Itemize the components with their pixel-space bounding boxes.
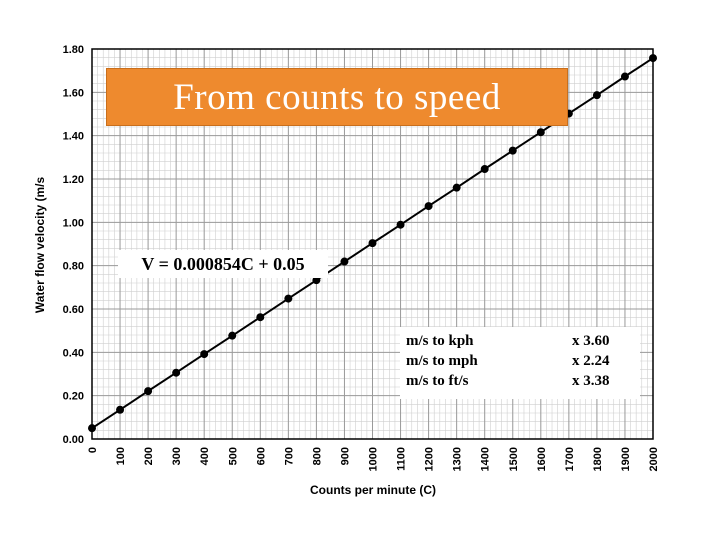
plot-frame <box>91 48 654 440</box>
equation-box: V = 0.000854C + 0.05 <box>118 250 328 278</box>
x-tick-label: 2000 <box>648 447 660 471</box>
data-point <box>172 368 181 377</box>
x-tick-label: 1600 <box>536 447 548 471</box>
data-point <box>620 72 629 81</box>
x-tick-label: 600 <box>255 447 267 465</box>
x-tick-labels: 0 100 200 300 400 500 600 700 800 900 1000 1100 1200… <box>87 447 660 471</box>
data-point <box>340 257 349 266</box>
data-point <box>116 405 125 414</box>
data-point <box>312 276 321 285</box>
equation-text: V = 0.000854C + 0.05 <box>141 253 305 274</box>
data-point <box>508 146 517 155</box>
x-tick-label: 800 <box>311 447 323 465</box>
data-point <box>88 424 96 433</box>
slide-title: From counts to speed <box>173 76 501 118</box>
y-tick-labels: 0.00 0.20 0.40 0.60 0.80 1.00 1.20 1.40 1.60 1.80 <box>63 44 84 446</box>
x-tick-label: 1700 <box>564 447 576 471</box>
y-tick-label: 0.20 <box>63 391 84 403</box>
data-point <box>200 350 209 359</box>
data-point <box>256 313 265 322</box>
y-tick-label: 0.00 <box>63 434 84 446</box>
x-tick-label: 1300 <box>452 447 464 471</box>
x-tick-label: 1100 <box>396 447 408 471</box>
data-points <box>88 54 657 433</box>
x-tick-label: 1200 <box>424 447 436 471</box>
conversion-factor: x 2.24 <box>572 353 610 369</box>
y-tick-label: 1.80 <box>63 44 84 56</box>
data-point <box>536 128 545 137</box>
x-tick-label: 500 <box>227 447 239 465</box>
conversion-row: m/s to kph x 3.60 <box>406 333 634 351</box>
data-point <box>144 387 153 396</box>
conversion-factor: x 3.60 <box>572 333 610 349</box>
data-point <box>452 183 461 192</box>
y-tick-label: 0.60 <box>63 304 84 316</box>
data-point <box>284 294 293 303</box>
x-tick-label: 100 <box>115 447 127 465</box>
x-tick-label: 1800 <box>592 447 604 471</box>
conversion-label: m/s to kph <box>406 333 474 349</box>
data-point <box>228 331 237 340</box>
conversion-table: m/s to kph x 3.60 m/s to mph x 2.24 m/s … <box>400 327 640 399</box>
x-tick-label: 1500 <box>508 447 520 471</box>
x-tick-label: 1900 <box>620 447 632 471</box>
x-tick-label: 1400 <box>480 447 492 471</box>
conversion-label: m/s to mph <box>406 353 478 369</box>
data-point <box>424 202 433 211</box>
x-tick-label: 200 <box>143 447 155 465</box>
conversion-label: m/s to ft/s <box>406 373 469 389</box>
y-tick-label: 1.60 <box>63 87 84 99</box>
data-point <box>480 165 489 174</box>
y-tick-label: 1.00 <box>63 217 84 229</box>
x-tick-label: 400 <box>199 447 211 465</box>
data-point <box>649 54 657 63</box>
y-tick-label: 1.20 <box>63 174 84 186</box>
x-tick-label: 900 <box>339 447 351 465</box>
y-tick-label: 1.40 <box>63 131 84 143</box>
slide-title-banner: From counts to speed <box>106 68 568 126</box>
data-point <box>368 239 377 248</box>
data-point <box>592 91 601 100</box>
x-tick-label: 0 <box>87 447 99 453</box>
x-tick-label: 1000 <box>368 447 380 471</box>
conversion-factor: x 3.38 <box>572 373 610 389</box>
y-tick-label: 0.80 <box>63 261 84 273</box>
y-axis-label: Water flow velocity (m/s <box>33 177 47 314</box>
data-point <box>396 220 405 229</box>
x-axis-label: Counts per minute (C) <box>310 483 436 497</box>
conversion-row: m/s to ft/s x 3.38 <box>406 373 634 391</box>
y-tick-label: 0.40 <box>63 347 84 359</box>
x-tick-label: 300 <box>171 447 183 465</box>
x-tick-label: 700 <box>283 447 295 465</box>
conversion-row: m/s to mph x 2.24 <box>406 353 634 371</box>
